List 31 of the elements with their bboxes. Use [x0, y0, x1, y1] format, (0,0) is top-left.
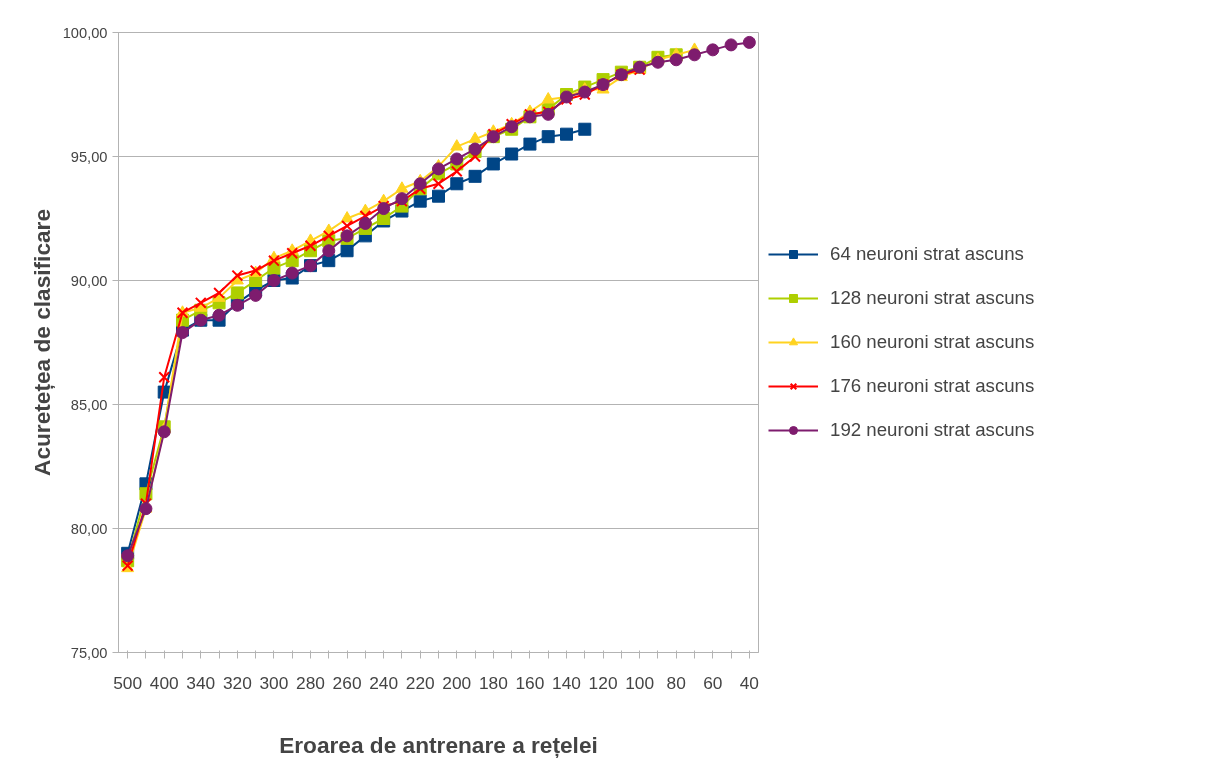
y-tick-label: 90,00 — [70, 272, 108, 289]
y-tick-label: 75,00 — [70, 644, 108, 661]
x-tick-label: 260 — [332, 672, 362, 693]
y-tick-label: 100,00 — [62, 24, 108, 41]
x-tick-label: 500 — [113, 672, 143, 693]
y-tick-label: 85,00 — [70, 396, 108, 413]
x-tick-label: 160 — [515, 672, 545, 693]
x-tick-label: 200 — [442, 672, 472, 693]
x-tick-label: 300 — [259, 672, 289, 693]
y-tick-label: 80,00 — [70, 520, 108, 537]
legend-label: 176 neuroni strat ascuns — [830, 375, 1035, 397]
x-axis-title: Eroarea de antrenare a rețelei — [279, 731, 598, 758]
x-tick-label: 140 — [552, 672, 581, 693]
x-tick-label: 80 — [666, 672, 686, 693]
x-tick-label: 60 — [703, 672, 723, 693]
y-tick-label: 95,00 — [70, 148, 108, 165]
x-tick-label: 180 — [478, 672, 508, 693]
x-tick-label: 40 — [739, 672, 759, 693]
y-axis-title: Acuretețea de clasificare — [28, 208, 55, 476]
legend-label: 160 neuroni strat ascuns — [830, 331, 1035, 353]
x-tick-label: 400 — [149, 672, 179, 693]
x-tick-label: 120 — [588, 672, 618, 693]
legend-label: 192 neuroni strat ascuns — [830, 419, 1035, 441]
x-tick-label: 100 — [625, 672, 655, 693]
legend-label: 64 neuroni strat ascuns — [830, 243, 1024, 265]
x-tick-label: 340 — [186, 672, 216, 693]
legend-label: 128 neuroni strat ascuns — [830, 287, 1035, 309]
x-tick-label: 240 — [369, 672, 399, 693]
x-tick-label: 320 — [222, 672, 252, 693]
x-tick-label: 280 — [296, 672, 325, 693]
x-tick-label: 220 — [405, 672, 435, 693]
